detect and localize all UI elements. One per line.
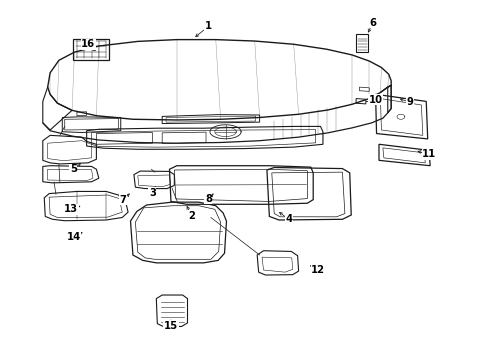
Text: 11: 11 [422, 149, 436, 159]
Text: 9: 9 [406, 97, 413, 107]
Text: 1: 1 [205, 21, 212, 31]
Bar [356, 33, 368, 52]
Bar [74, 39, 109, 60]
Text: 2: 2 [188, 211, 195, 221]
Text: 6: 6 [369, 18, 376, 28]
Text: 5: 5 [70, 164, 77, 174]
Text: 15: 15 [164, 321, 178, 331]
Text: 12: 12 [311, 265, 325, 275]
Text: 14: 14 [66, 232, 81, 242]
Text: 7: 7 [120, 195, 126, 204]
Text: 16: 16 [81, 39, 95, 49]
Text: 8: 8 [205, 194, 212, 203]
Text: 3: 3 [149, 188, 156, 198]
Text: 10: 10 [368, 95, 383, 105]
Text: 13: 13 [64, 204, 78, 214]
Text: 4: 4 [285, 214, 293, 224]
